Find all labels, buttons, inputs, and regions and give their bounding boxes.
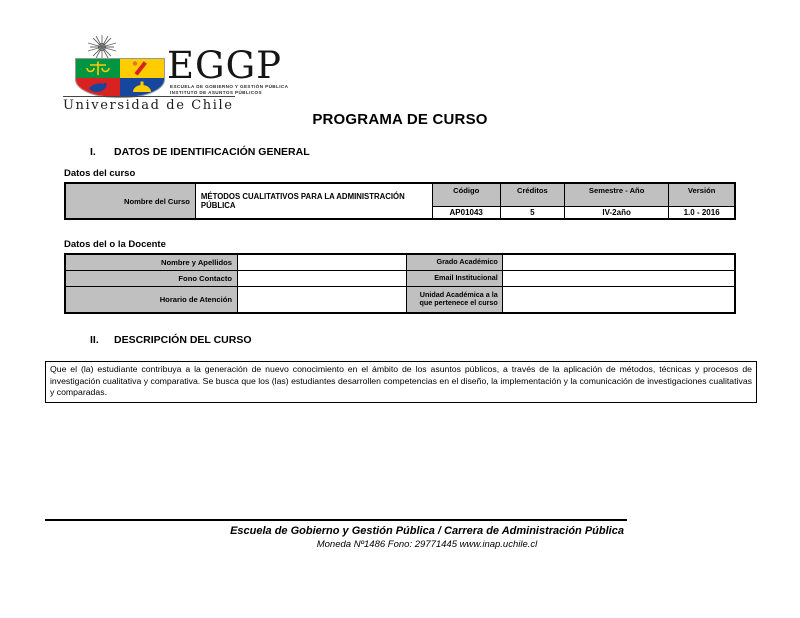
university-shield-icon <box>75 58 165 98</box>
section2-heading: II. DESCRIPCIÓN DEL CURSO <box>90 334 252 346</box>
nombre-apellidos-input-cell <box>237 253 407 271</box>
codigo-value: AP01043 <box>431 205 501 220</box>
grado-academico-input-cell <box>501 253 736 271</box>
footer-divider <box>45 519 627 521</box>
footer: Escuela de Gobierno y Gestión Pública / … <box>57 525 797 550</box>
section2-title: DESCRIPCIÓN DEL CURSO <box>114 334 252 346</box>
curso-subheading: Datos del curso <box>64 168 136 179</box>
horario-atencion-label: Horario de Atención <box>64 285 238 314</box>
logo-school-name: ESCUELA DE GOBIERNO Y GESTIÓN PÚBLICA IN… <box>170 84 302 95</box>
starburst-icon <box>87 35 117 59</box>
email-institucional-input-cell <box>501 269 736 287</box>
version-header: Versión <box>668 182 736 207</box>
creditos-header: Créditos <box>499 182 565 207</box>
docente-table: Nombre y Apellidos Grado Académico Fono … <box>64 253 736 314</box>
course-description-box: Que el (la) estudiante contribuya a la g… <box>45 361 757 403</box>
fono-contacto-input-cell <box>237 269 407 287</box>
docente-subheading: Datos del o la Docente <box>64 239 166 250</box>
nombre-curso-label: Nombre del Curso <box>64 182 196 220</box>
grado-academico-label: Grado Académico <box>405 253 503 271</box>
fono-contacto-label: Fono Contacto <box>64 269 238 287</box>
unidad-academica-input-cell <box>501 285 736 314</box>
university-name: Universidad de Chile <box>63 98 234 113</box>
footer-school-line: Escuela de Gobierno y Gestión Pública / … <box>230 525 624 537</box>
page-title: PROGRAMA DE CURSO <box>312 111 488 128</box>
section1-title: DATOS DE IDENTIFICACIÓN GENERAL <box>114 146 310 158</box>
codigo-header: Código <box>431 182 501 207</box>
horario-atencion-input-cell <box>237 285 407 314</box>
footer-contact-line: Moneda Nº1486 Fono: 29771445 www.inap.uc… <box>316 539 538 550</box>
unidad-academica-label: Unidad Académica a la que pertenece el c… <box>405 285 503 314</box>
university-logo: EGGP ESCUELA DE GOBIERNO Y GESTIÓN PÚBLI… <box>63 34 303 113</box>
nombre-apellidos-label: Nombre y Apellidos <box>64 253 238 271</box>
section1-heading: I. DATOS DE IDENTIFICACIÓN GENERAL <box>90 146 310 158</box>
semestre-header: Semestre - Año <box>563 182 670 207</box>
section2-number: II. <box>90 334 99 346</box>
logo-school-line2: INSTITUTO DE ASUNTOS PÚBLICOS <box>170 89 262 95</box>
section1-number: I. <box>90 146 96 158</box>
version-value: 1.0 - 2016 <box>668 205 736 220</box>
logo-divider <box>63 96 235 97</box>
logo-school-line1: ESCUELA DE GOBIERNO Y GESTIÓN PÚBLICA <box>170 84 289 89</box>
course-identification-table: Nombre del Curso MÉTODOS CUALITATIVOS PA… <box>64 182 736 220</box>
nombre-curso-value: MÉTODOS CUALITATIVOS PARA LA ADMINISTRAC… <box>194 182 433 220</box>
email-institucional-label: Email Institucional <box>405 269 503 287</box>
semestre-value: IV-2año <box>563 205 670 220</box>
creditos-value: 5 <box>499 205 565 220</box>
logo-acronym: EGGP <box>167 44 283 87</box>
